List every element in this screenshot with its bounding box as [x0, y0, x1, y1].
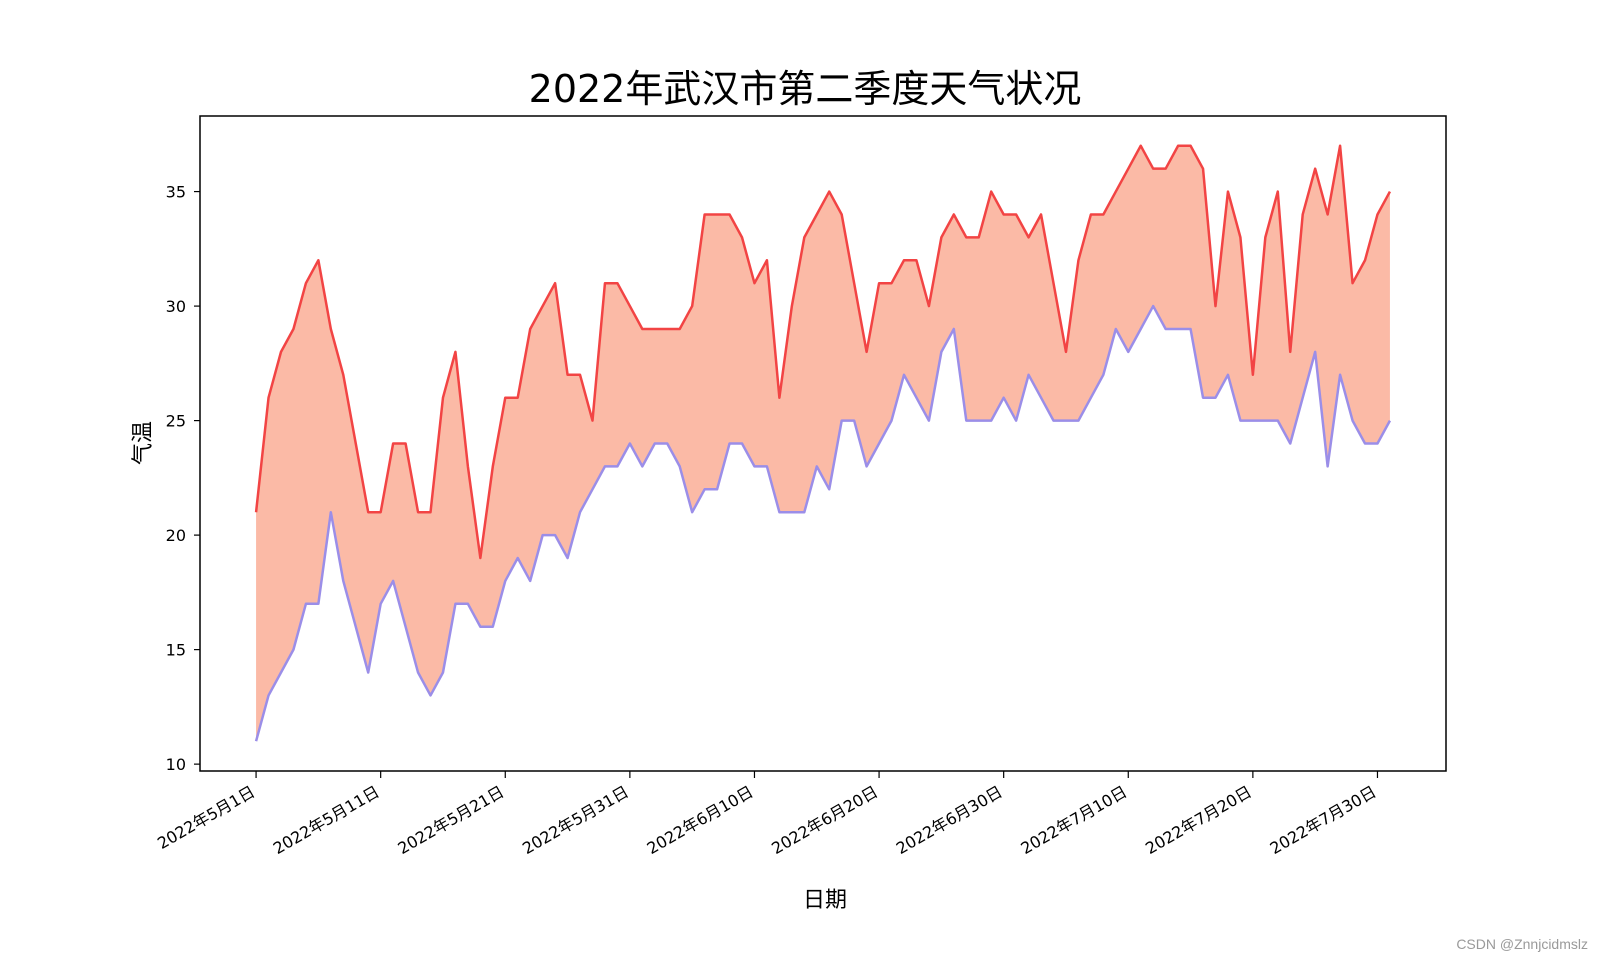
x-tick-label: 2022年7月20日 [1142, 782, 1255, 858]
x-tick-label: 2022年5月1日 [154, 782, 258, 853]
x-axis: 2022年5月1日 2022年5月11日 2022年5月21日 2022年5月31日 2… [154, 771, 1379, 858]
y-axis-label: 气温 [131, 421, 156, 465]
chart-title: 2022年武汉市第二季度天气状况 [529, 67, 1082, 111]
y-axis: 10 15 20 25 30 35 [166, 183, 200, 774]
x-tick-label: 2022年7月10日 [1017, 782, 1130, 858]
y-tick-label: 30 [166, 297, 186, 316]
y-tick-label: 20 [166, 526, 186, 545]
y-tick-label: 10 [166, 755, 186, 774]
x-tick-label: 2022年5月31日 [519, 782, 632, 858]
x-tick-label: 2022年6月20日 [768, 782, 881, 858]
plot-frame [199, 115, 1447, 772]
y-tick-label: 25 [166, 412, 186, 431]
x-tick-label: 2022年5月21日 [394, 782, 507, 858]
y-tick-label: 35 [166, 183, 186, 202]
series-line-low [254, 304, 1392, 742]
x-tick-label: 2022年6月30日 [893, 782, 1006, 858]
y-tick-label: 15 [166, 641, 186, 660]
x-tick-label: 2022年5月11日 [270, 782, 383, 858]
temperature-range-fill [256, 145, 1390, 742]
x-tick-label: 2022年7月30日 [1267, 782, 1380, 858]
x-tick-label: 2022年6月10日 [644, 782, 757, 858]
watermark: CSDN @Znnjcidmslz [1456, 936, 1588, 952]
x-axis-label: 日期 [803, 888, 847, 913]
series-line-high [254, 144, 1392, 560]
plot-area [199, 115, 1447, 772]
